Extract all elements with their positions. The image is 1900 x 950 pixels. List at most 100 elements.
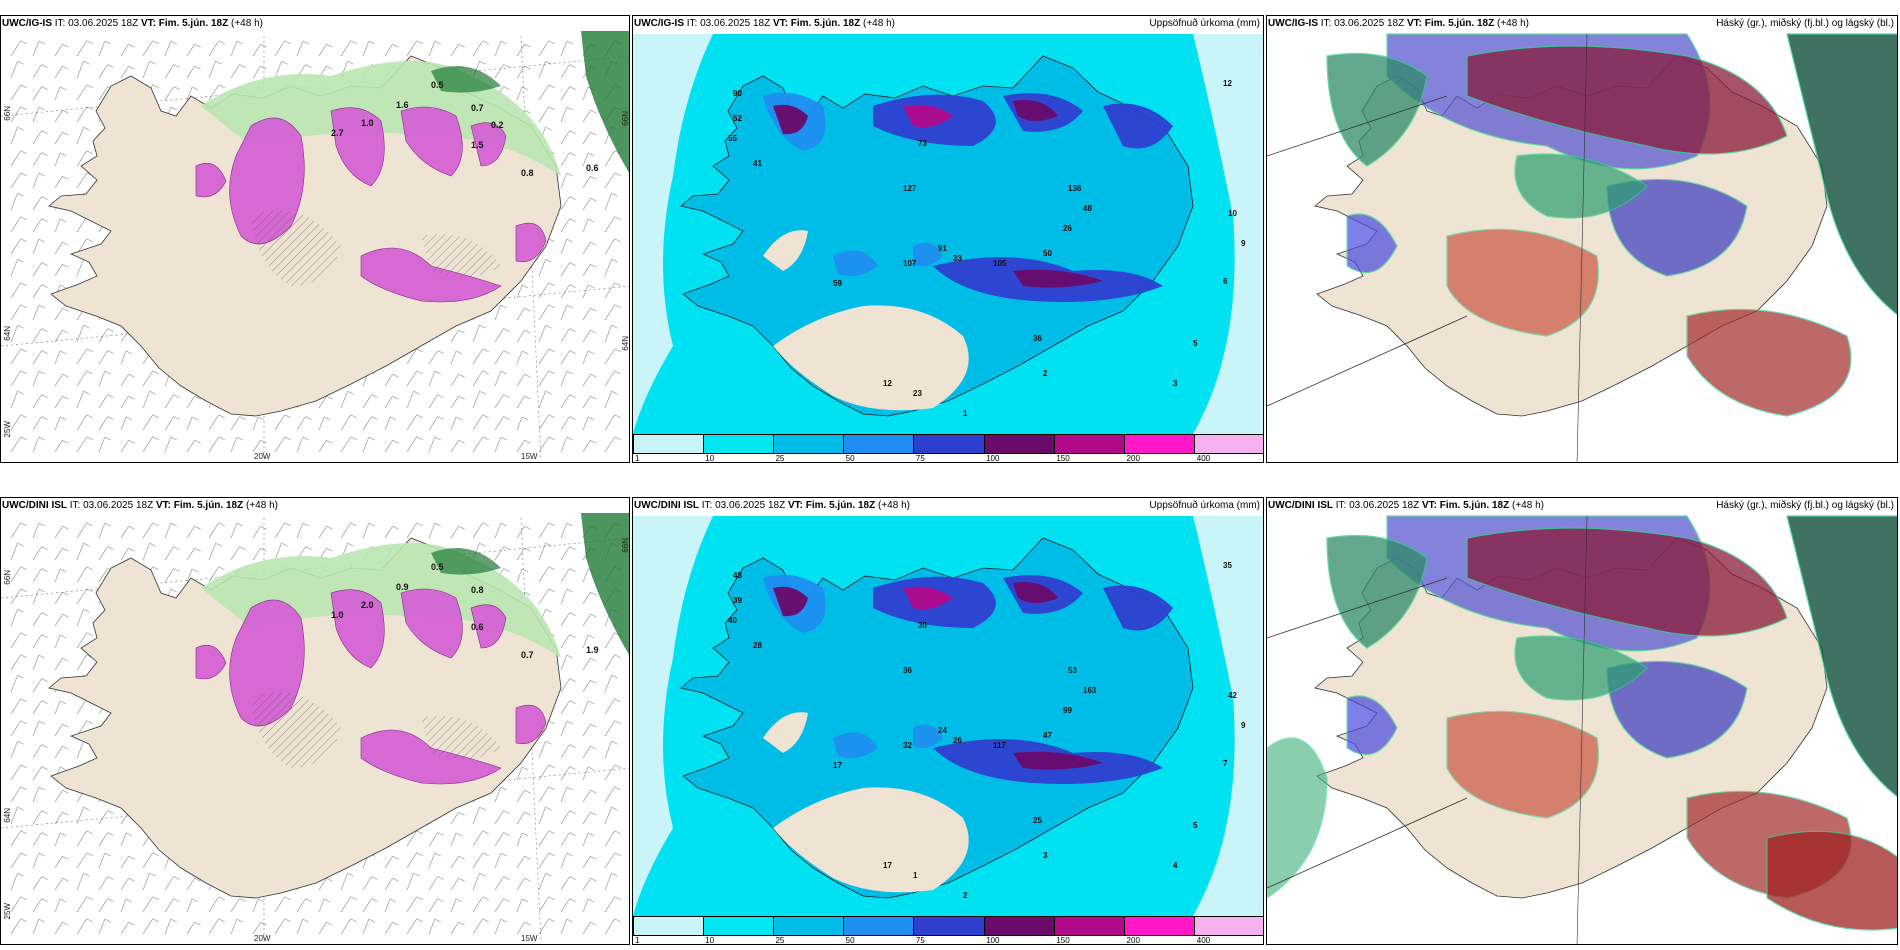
precip-value-label: 33 (953, 254, 962, 263)
precip-value-label: 12 (1223, 79, 1232, 88)
cloud-panel-subtitle: Háský (gr.), miðský (fj.bl.) og lágský (… (1716, 18, 1894, 29)
legend-swatch (774, 435, 845, 453)
precip-value-label: 24 (938, 726, 947, 735)
iceland-map: 0.5 0.8 0.9 1.0 2.0 0.7 1.9 0.6 (1, 513, 629, 944)
precip-legend (633, 916, 1263, 936)
legend-swatch (1054, 917, 1125, 935)
legend-swatch (984, 435, 1055, 453)
legend-tick-label: 25 (775, 936, 785, 945)
wind-value-label: 1.5 (471, 140, 484, 150)
precip-value-label: 30 (918, 621, 927, 630)
precip-value-label: 50 (1043, 249, 1052, 258)
wind-value-label: 0.8 (521, 168, 534, 178)
panel-title: UWC/DINI ISL IT: 03.06.2025 18Z VT: Fim.… (634, 500, 910, 511)
panel-title: UWC/DINI ISL IT: 03.06.2025 18Z VT: Fim.… (1268, 500, 1544, 511)
precip-value-label: 90 (733, 89, 742, 98)
legend-swatch (1054, 435, 1125, 453)
legend-swatch (704, 917, 775, 935)
precip-value-label: 5 (1193, 821, 1198, 830)
legend-swatch (1124, 917, 1195, 935)
wind-value-label: 0.6 (471, 622, 484, 632)
precip-value-label: 117 (993, 741, 1006, 750)
wind-value-label: 0.7 (471, 103, 484, 113)
precip-value-label: 3 (1043, 851, 1048, 860)
precip-value-label: 17 (833, 761, 842, 770)
precip-value-label: 4 (1173, 861, 1178, 870)
precip-legend (633, 434, 1263, 454)
precip-value-label: 2 (1043, 369, 1048, 378)
precip-value-label: 9 (1241, 721, 1246, 730)
precip-panel-subtitle: Uppsöfnuð úrkoma (mm) (1149, 18, 1260, 29)
panel-title: UWC/IG-IS IT: 03.06.2025 18Z VT: Fim. 5.… (1268, 18, 1529, 29)
precip-map-panel-bottom: UWC/DINI ISL IT: 03.06.2025 18Z VT: Fim.… (632, 497, 1264, 945)
legend-swatch (774, 917, 845, 935)
wind-value-label: 1.9 (586, 645, 599, 655)
legend-tick-label: 400 (1196, 454, 1211, 463)
wind-value-label: 0.7 (521, 650, 534, 660)
panel-title: UWC/IG-IS IT: 03.06.2025 18Z VT: Fim. 5.… (634, 18, 895, 29)
legend-tick-label: 400 (1196, 936, 1211, 945)
legend-tick-label: 75 (915, 936, 925, 945)
precip-value-label: 99 (1063, 706, 1072, 715)
wind-value-label: 0.5 (431, 562, 444, 572)
precip-value-label: 39 (733, 596, 742, 605)
cloud-map-panel-bottom: UWC/DINI ISL IT: 03.06.2025 18Z VT: Fim.… (1266, 497, 1898, 945)
wind-value-label: 0.8 (471, 585, 484, 595)
legend-tick-label: 50 (845, 454, 855, 463)
lat-label-66: 66N (3, 570, 12, 585)
precip-value-label: 17 (883, 861, 892, 870)
wind-value-label: 1.6 (396, 100, 409, 110)
legend-swatch (844, 917, 915, 935)
legend-tick-label: 75 (915, 454, 925, 463)
wind-value-label: 1.0 (331, 610, 344, 620)
lat-label-64: 64N (3, 326, 12, 341)
iceland-map: 4839402830363217262411753163994725354297… (633, 516, 1263, 916)
wind-value-label: 0.9 (396, 582, 409, 592)
precip-value-label: 40 (728, 616, 737, 625)
legend-tick-label: 50 (845, 936, 855, 945)
cloud-map-panel-top: UWC/IG-IS IT: 03.06.2025 18Z VT: Fim. 5.… (1266, 15, 1898, 463)
precip-value-label: 52 (733, 114, 742, 123)
legend-swatch (704, 435, 775, 453)
precip-value-label: 42 (1228, 691, 1237, 700)
lon-label-25: 25W (3, 421, 12, 438)
panel-title: UWC/DINI ISL IT: 03.06.2025 18Z VT: Fim.… (2, 500, 278, 511)
precip-value-label: 47 (1043, 731, 1052, 740)
precip-value-label: 91 (938, 244, 947, 253)
legend-swatch (634, 435, 705, 453)
legend-tick-label: 200 (1126, 936, 1140, 945)
precip-value-label: 163 (1083, 686, 1097, 695)
panel-title: UWC/IG-IS IT: 03.06.2025 18Z VT: Fim. 5.… (2, 18, 263, 29)
precip-value-label: 10 (1228, 209, 1237, 218)
lon-label-20: 20W (254, 934, 271, 943)
precip-value-label: 136 (1068, 184, 1082, 193)
precip-value-label: 5 (1193, 339, 1198, 348)
iceland-map: 9052554173127107593391105136482650361210… (633, 34, 1263, 434)
precip-value-label: 2 (963, 891, 968, 900)
precip-value-label: 127 (903, 184, 917, 193)
cloud-panel-subtitle: Háský (gr.), miðský (fj.bl.) og lágský (… (1716, 500, 1894, 511)
precip-value-label: 107 (903, 259, 917, 268)
precip-value-label: 3 (1173, 379, 1178, 388)
wind-map-panel-bottom: UWC/DINI ISL IT: 03.06.2025 18Z VT: Fim.… (0, 497, 630, 945)
precip-value-label: 32 (903, 741, 912, 750)
wind-value-label: 0.5 (431, 80, 444, 90)
legend-tick-label: 10 (705, 454, 715, 463)
lat-label-66-right: 66N (621, 538, 630, 553)
lon-label-15: 15W (521, 934, 538, 943)
precip-legend-ticks: 1 10 25 50 75 100 150 200 400 (633, 454, 1263, 463)
lat-label-64: 64N (3, 808, 12, 823)
iceland-map (1267, 515, 1897, 944)
legend-swatch (914, 917, 985, 935)
lon-label-15: 15W (521, 452, 538, 461)
lon-label-20: 20W (254, 452, 271, 461)
precip-value-label: 12 (883, 379, 892, 388)
precip-value-label: 7 (1223, 759, 1228, 768)
lat-label-64-right: 64N (621, 336, 630, 351)
precip-value-label: 1 (913, 871, 918, 880)
legend-tick-label: 1 (635, 454, 640, 463)
legend-tick-label: 25 (775, 454, 785, 463)
precip-panel-subtitle: Uppsöfnuð úrkoma (mm) (1149, 500, 1260, 511)
precip-value-label: 26 (953, 736, 962, 745)
legend-swatch (914, 435, 985, 453)
